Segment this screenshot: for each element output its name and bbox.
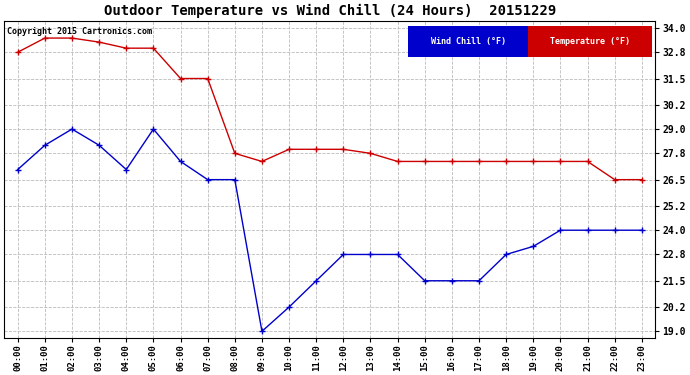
Text: Temperature (°F): Temperature (°F) bbox=[550, 37, 630, 46]
FancyBboxPatch shape bbox=[408, 26, 529, 57]
Title: Outdoor Temperature vs Wind Chill (24 Hours)  20151229: Outdoor Temperature vs Wind Chill (24 Ho… bbox=[104, 4, 556, 18]
FancyBboxPatch shape bbox=[529, 26, 652, 57]
Text: Wind Chill (°F): Wind Chill (°F) bbox=[431, 37, 506, 46]
Text: Copyright 2015 Cartronics.com: Copyright 2015 Cartronics.com bbox=[8, 27, 152, 36]
